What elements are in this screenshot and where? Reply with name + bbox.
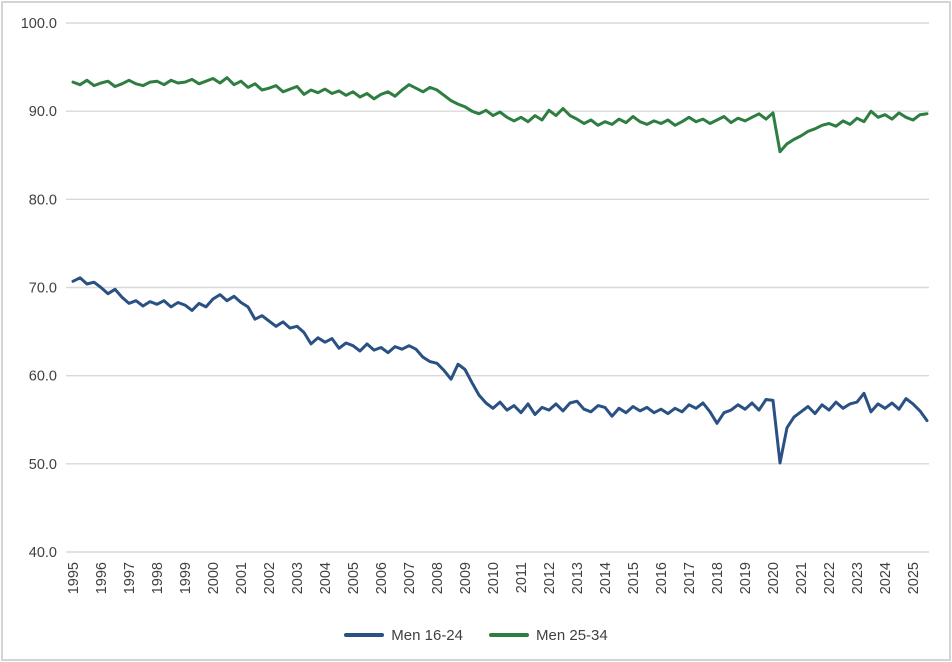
y-axis-tick-label: 70.0 — [29, 281, 57, 297]
x-axis-tick-label: 1998 — [150, 562, 166, 594]
legend-label-men-16-24: Men 16-24 — [391, 626, 463, 644]
x-axis-tick-label: 2022 — [822, 562, 838, 594]
x-axis-tick-label: 2021 — [794, 562, 810, 594]
x-axis-tick-label: 2019 — [738, 562, 754, 594]
x-axis-tick-label: 2000 — [206, 562, 222, 594]
legend-line-swatch-men-16-24 — [344, 632, 385, 638]
x-axis-tick-label: 2008 — [430, 562, 446, 594]
x-axis-tick-label: 1997 — [122, 562, 138, 594]
y-axis-tick-label: 40.0 — [29, 545, 57, 561]
legend-label-men-25-34: Men 25-34 — [536, 626, 608, 644]
y-axis-tick-label: 100.0 — [21, 16, 57, 32]
x-axis-tick-label: 2002 — [262, 562, 278, 594]
x-axis-tick-label: 2025 — [906, 562, 922, 594]
series-line-men-25-34 — [71, 76, 929, 154]
x-axis-tick-label: 2004 — [318, 562, 334, 594]
x-axis-tick-label: 2007 — [402, 562, 418, 594]
x-axis-tick-label: 2005 — [346, 562, 362, 594]
x-axis-tick-label: 2001 — [234, 562, 250, 594]
legend-line-swatch-men-25-34 — [489, 632, 529, 638]
x-axis-tick-label: 2014 — [598, 562, 614, 594]
x-axis-tick-label: 2020 — [766, 562, 782, 594]
x-axis-tick-label: 1999 — [178, 562, 194, 594]
series-line-men-16-24 — [71, 276, 929, 465]
x-axis-tick-label: 2024 — [878, 562, 894, 594]
legend-item-men-16-24: Men 16-24 — [344, 627, 463, 644]
x-axis-tick-label: 1995 — [66, 562, 82, 594]
chart-legend: Men 16-24 Men 25-34 — [0, 621, 952, 649]
y-axis-tick-label: 60.0 — [29, 369, 57, 385]
x-axis-tick-label: 2006 — [374, 562, 390, 594]
x-axis-tick-label: 2018 — [710, 562, 726, 594]
x-axis-tick-label: 2013 — [570, 562, 586, 594]
x-axis-tick-label: 2012 — [542, 562, 558, 594]
y-axis-tick-label: 50.0 — [29, 457, 57, 473]
y-axis-tick-label: 80.0 — [29, 192, 57, 208]
x-axis-tick-label: 2016 — [654, 562, 670, 594]
x-axis-tick-label: 2003 — [290, 562, 306, 594]
y-axis-tick-label: 90.0 — [29, 104, 57, 120]
x-axis-tick-label: 1996 — [94, 562, 110, 594]
x-axis-tick-label: 2017 — [682, 562, 698, 594]
legend-item-men-25-34: Men 25-34 — [489, 627, 608, 644]
x-axis-tick-label: 2010 — [486, 562, 502, 594]
x-axis-tick-label: 2011 — [514, 562, 530, 593]
x-axis-tick-label: 2009 — [458, 562, 474, 594]
x-axis-tick-label: 2023 — [850, 562, 866, 594]
x-axis-tick-label: 2015 — [626, 562, 642, 594]
